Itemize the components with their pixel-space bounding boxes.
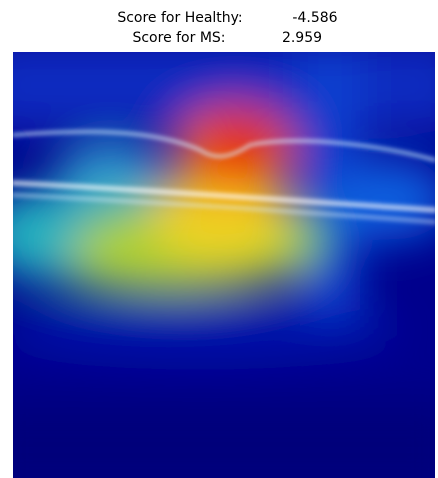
healthy-score: -4.586 (292, 10, 337, 26)
healthy-label: Score for Healthy: (117, 10, 242, 26)
figure: Score for Healthy: -4.586 Score for MS: … (0, 0, 438, 478)
canvas: Score for Healthy: -4.586 Score for MS: … (0, 0, 438, 478)
heatmap (0, 40, 438, 478)
ms-score: 2.959 (282, 30, 322, 46)
ms-label: Score for MS: (132, 30, 225, 46)
